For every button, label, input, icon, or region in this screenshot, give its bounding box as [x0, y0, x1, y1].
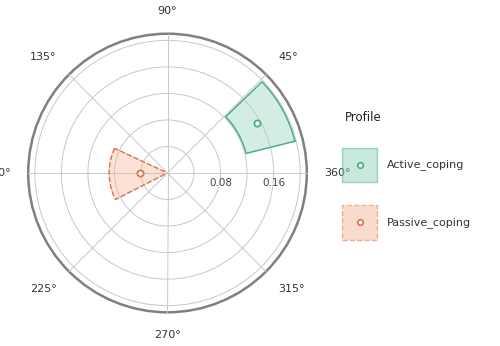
FancyBboxPatch shape: [342, 147, 378, 182]
Text: 270°: 270°: [154, 329, 181, 339]
Text: 225°: 225°: [30, 284, 57, 294]
Polygon shape: [226, 82, 295, 153]
Text: Profile: Profile: [346, 111, 382, 124]
Text: 0.16: 0.16: [262, 177, 285, 188]
Text: 135°: 135°: [30, 52, 57, 62]
Polygon shape: [109, 148, 164, 200]
Text: 45°: 45°: [278, 52, 298, 62]
Text: Active_coping: Active_coping: [387, 159, 464, 170]
Text: 180°: 180°: [0, 168, 11, 178]
Text: 0.08: 0.08: [209, 177, 232, 188]
Text: 90°: 90°: [158, 7, 178, 17]
Text: 315°: 315°: [278, 284, 304, 294]
FancyBboxPatch shape: [342, 206, 378, 239]
Text: Passive_coping: Passive_coping: [387, 217, 471, 228]
Text: 360°: 360°: [324, 168, 350, 178]
